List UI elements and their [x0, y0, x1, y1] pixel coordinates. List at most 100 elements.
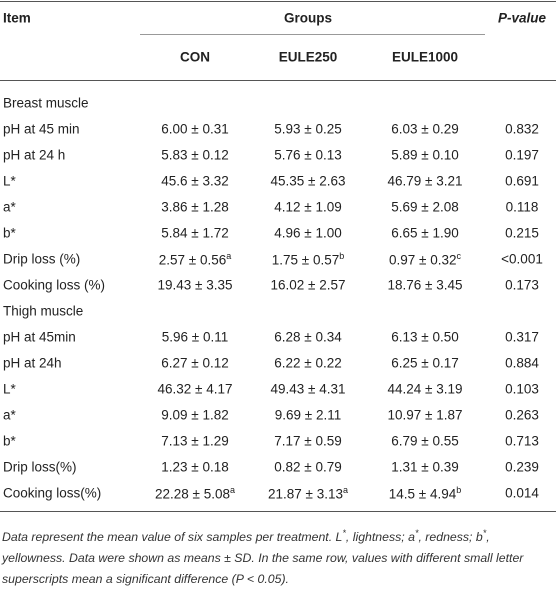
- footnote-text: Data represent the mean value of six sam…: [2, 530, 343, 545]
- p-value: 0.263: [505, 407, 539, 422]
- footnote-superscript: *: [482, 528, 487, 538]
- p-value: 0.118: [505, 199, 539, 215]
- cell-value: 5.76 ± 0.13: [274, 147, 342, 163]
- footnote-text: , redness; b: [418, 530, 483, 545]
- cell-value: 18.76 ± 3.45: [387, 277, 463, 293]
- cell-text: 14.5 ± 4.94: [388, 485, 457, 501]
- footnote-superscript: *: [414, 528, 419, 538]
- cell-value: 6.28 ± 0.34: [274, 329, 342, 344]
- cell-value: 6.13 ± 0.50: [391, 329, 459, 344]
- cell-value: 22.28 ± 5.08a: [155, 484, 235, 501]
- row-label: pH at 45min: [3, 329, 76, 344]
- row-label: Drip loss(%): [3, 459, 77, 474]
- p-value: <0.001: [501, 251, 543, 267]
- cell-superscript: a: [226, 250, 232, 261]
- cell-value: 1.31 ± 0.39: [391, 459, 459, 474]
- cell-text: 0.97 ± 0.32: [389, 252, 457, 268]
- row-label: Drip loss (%): [3, 251, 81, 267]
- cell-value: 3.86 ± 1.28: [161, 199, 229, 215]
- cell-value: 6.03 ± 0.29: [391, 121, 459, 137]
- p-value: 0.014: [505, 485, 539, 500]
- cell-value: 6.25 ± 0.17: [391, 355, 459, 370]
- footnote-superscript: *: [342, 528, 346, 538]
- column-header: EULE250: [278, 49, 338, 65]
- footnote-text: , lightness; a: [345, 530, 415, 545]
- row-label: a*: [3, 407, 16, 422]
- cell-value: 46.79 ± 3.21: [387, 173, 463, 189]
- footnote-text: , yellowness. Data were shown as means ±…: [2, 530, 524, 587]
- footnote: Data represent the mean value of six sam…: [2, 523, 554, 590]
- row-label: Cooking loss (%): [3, 277, 106, 293]
- cell-value: 9.69 ± 2.11: [274, 407, 342, 422]
- p-value: 0.691: [505, 173, 539, 189]
- p-value: 0.173: [505, 277, 539, 293]
- cell-superscript: a: [229, 484, 235, 495]
- cell-value: 0.82 ± 0.79: [274, 459, 342, 474]
- cell-superscript: b: [339, 250, 345, 261]
- row-label: b*: [3, 225, 16, 241]
- cell-value: 6.65 ± 1.90: [391, 225, 459, 241]
- cell-value: 1.75 ± 0.57b: [272, 251, 344, 268]
- section-title: Breast muscle: [3, 95, 89, 111]
- cell-value: 10.97 ± 1.87: [387, 407, 463, 422]
- column-header: EULE1000: [391, 49, 459, 65]
- cell-superscript: a: [342, 484, 348, 495]
- cell-value: 45.35 ± 2.63: [270, 173, 346, 189]
- group-rule: [140, 34, 485, 35]
- p-value: 0.239: [505, 459, 539, 474]
- cell-value: 44.24 ± 3.19: [387, 381, 463, 396]
- row-label: pH at 24 h: [3, 147, 66, 163]
- cell-value: 49.43 ± 4.31: [270, 381, 346, 396]
- p-value: 0.103: [505, 381, 539, 396]
- header-rule: [0, 80, 556, 81]
- p-value: 0.884: [505, 355, 539, 370]
- row-label: Cooking loss(%): [3, 485, 102, 500]
- p-value: 0.832: [505, 121, 539, 137]
- cell-value: 4.12 ± 1.09: [274, 199, 342, 215]
- row-label: b*: [3, 433, 16, 448]
- item-header: Item: [3, 10, 31, 26]
- cell-value: 7.17 ± 0.59: [274, 433, 342, 448]
- top-rule: [0, 1, 556, 2]
- cell-superscript: c: [456, 250, 461, 261]
- cell-value: 4.96 ± 1.00: [274, 225, 342, 241]
- p-value-header: P-value: [497, 10, 547, 26]
- cell-value: 14.5 ± 4.94b: [389, 484, 461, 501]
- p-value: 0.197: [505, 147, 539, 163]
- cell-value: 5.96 ± 0.11: [161, 329, 229, 344]
- cell-value: 0.97 ± 0.32c: [389, 251, 461, 268]
- row-label: L*: [3, 381, 16, 396]
- groups-header: Groups: [283, 10, 333, 26]
- cell-text: 21.87 ± 3.13: [268, 485, 343, 501]
- cell-value: 16.02 ± 2.57: [270, 277, 346, 293]
- cell-value: 9.09 ± 1.82: [161, 407, 229, 422]
- column-header: CON: [180, 49, 210, 65]
- cell-value: 6.22 ± 0.22: [274, 355, 342, 370]
- row-label: pH at 24h: [3, 355, 62, 370]
- cell-text: 2.57 ± 0.56: [158, 252, 227, 268]
- cell-value: 5.89 ± 0.10: [391, 147, 459, 163]
- cell-value: 5.69 ± 2.08: [391, 199, 459, 215]
- cell-value: 19.43 ± 3.35: [157, 277, 233, 293]
- bottom-rule: [0, 511, 556, 512]
- cell-text: 1.75 ± 0.57: [271, 252, 340, 268]
- cell-value: 6.27 ± 0.12: [161, 355, 229, 370]
- cell-superscript: b: [456, 484, 462, 495]
- cell-value: 46.32 ± 4.17: [157, 381, 233, 396]
- cell-value: 21.87 ± 3.13a: [268, 484, 348, 501]
- cell-value: 5.83 ± 0.12: [161, 147, 229, 163]
- row-label: a*: [3, 199, 16, 215]
- p-value: 0.317: [505, 329, 539, 344]
- p-value: 0.215: [505, 225, 539, 241]
- cell-value: 7.13 ± 1.29: [161, 433, 229, 448]
- cell-value: 2.57 ± 0.56a: [159, 251, 231, 268]
- cell-value: 6.79 ± 0.55: [391, 433, 459, 448]
- cell-text: 22.28 ± 5.08: [155, 485, 230, 501]
- row-label: L*: [3, 173, 16, 189]
- cell-value: 6.00 ± 0.31: [161, 121, 229, 137]
- cell-value: 5.84 ± 1.72: [161, 225, 229, 241]
- p-value: 0.713: [505, 433, 539, 448]
- row-label: pH at 45 min: [3, 121, 80, 137]
- cell-value: 5.93 ± 0.25: [274, 121, 342, 137]
